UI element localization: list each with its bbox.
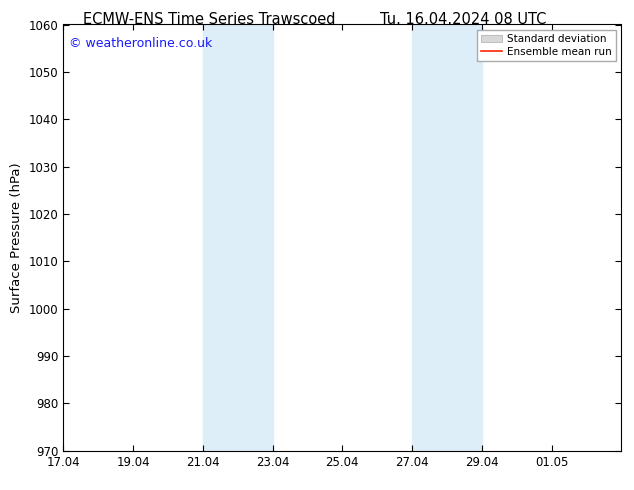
Text: ECMW-ENS Time Series Trawscoed: ECMW-ENS Time Series Trawscoed bbox=[83, 12, 335, 27]
Bar bbox=[412, 24, 482, 451]
Y-axis label: Surface Pressure (hPa): Surface Pressure (hPa) bbox=[10, 162, 23, 313]
Text: © weatheronline.co.uk: © weatheronline.co.uk bbox=[69, 37, 212, 50]
Text: Tu. 16.04.2024 08 UTC: Tu. 16.04.2024 08 UTC bbox=[380, 12, 546, 27]
Bar bbox=[203, 24, 273, 451]
Legend: Standard deviation, Ensemble mean run: Standard deviation, Ensemble mean run bbox=[477, 30, 616, 61]
